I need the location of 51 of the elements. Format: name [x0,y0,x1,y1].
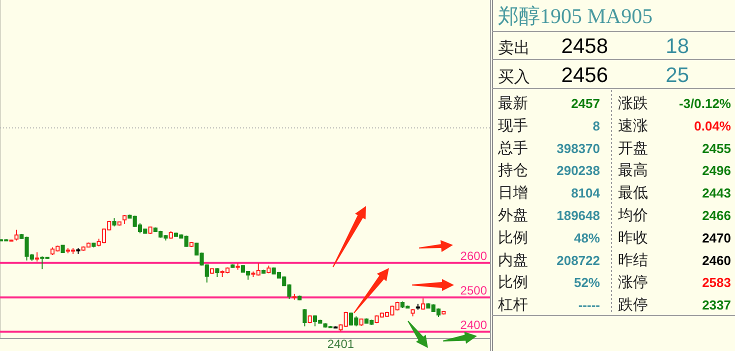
text: 现手 [498,117,528,134]
text: 0.04% [694,118,732,134]
text: -3/0.12% [678,96,732,111]
ref-line-label: 2400 [460,318,488,332]
text: 速涨 [618,117,648,134]
ref-line-label: 2500 [460,283,488,298]
ref-line-label: 2600 [460,248,488,263]
text: 卖出 [498,39,530,57]
text: 2460 [702,252,731,268]
text: 2470 [702,230,731,246]
text: 开盘 [618,140,648,157]
text: 昨结 [618,252,648,269]
text: 52% [574,275,600,290]
text: 2583 [702,275,731,290]
text: 买入 [498,68,530,86]
text: 涨停 [618,274,648,292]
text: 涨跌 [618,95,648,112]
text: ----- [578,298,600,313]
text: 2496 [702,163,731,178]
text: 2337 [702,298,731,313]
text: 外盘 [498,207,528,224]
text: 杠杆 [497,296,528,314]
text: 48% [574,230,600,246]
text: 2455 [702,140,731,156]
text: 398370 [556,140,600,156]
text: 比例 [498,229,528,246]
text: 日增 [498,184,528,202]
text: 最高 [618,162,648,180]
text: 290238 [556,163,600,178]
text: 总手 [497,140,528,157]
annotation: 2401 [327,337,354,351]
text: 最新 [498,95,528,112]
text: 8 [592,118,600,134]
text: 2466 [702,208,731,223]
text: 均价 [617,207,648,224]
text: 25 [666,64,689,87]
text: 2458 [561,35,608,58]
text: 2443 [702,186,731,201]
text: 持仓 [498,162,528,180]
text: 18 [666,35,689,58]
text: 内盘 [498,252,528,269]
text: 比例 [498,274,528,292]
text: 208722 [556,252,600,268]
text: 郑醇1905 MA905 [498,4,653,28]
text: 8104 [571,186,601,201]
text: 跌停 [618,296,648,314]
text: 最低 [618,184,648,202]
text: 2456 [561,64,608,87]
text: 189648 [556,208,600,223]
text: 昨收 [618,229,648,246]
text: 2457 [571,96,600,111]
